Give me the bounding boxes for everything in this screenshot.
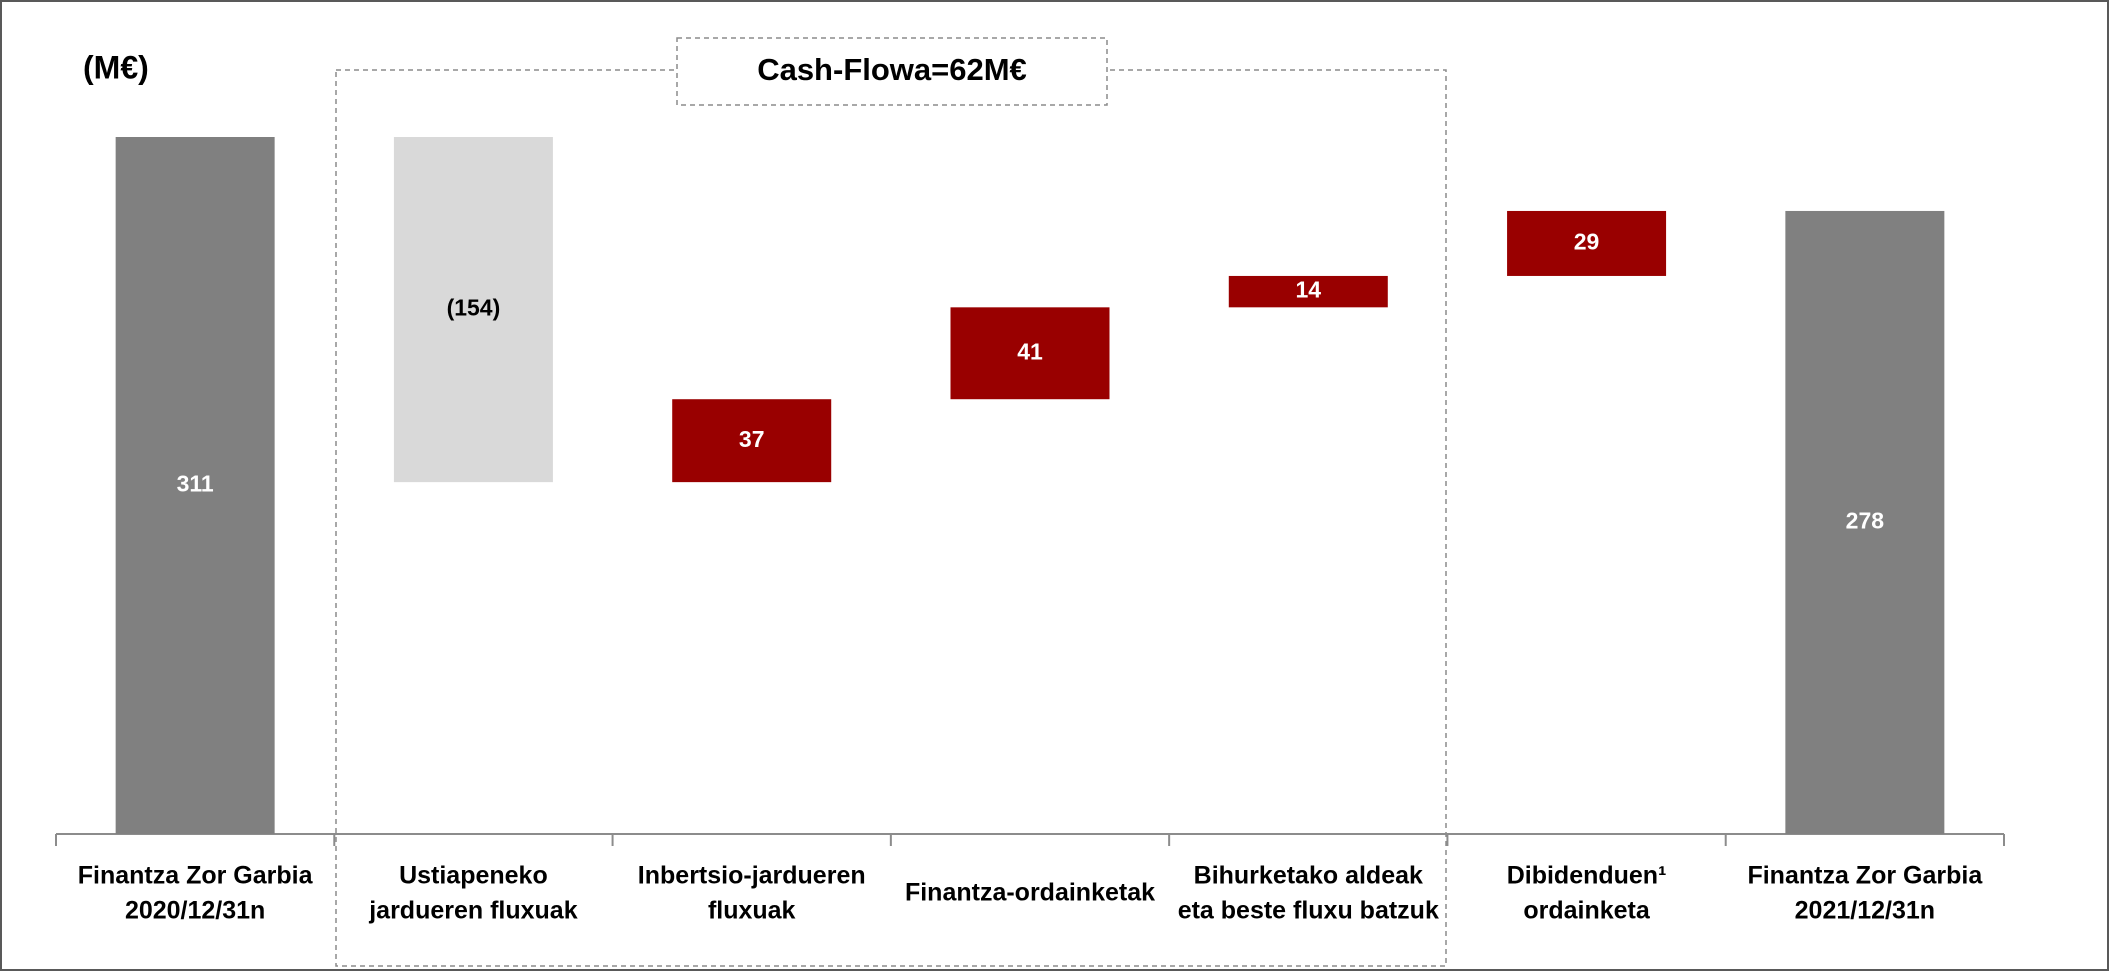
- value-label: 278: [1846, 508, 1885, 534]
- value-label: 37: [739, 426, 765, 452]
- x-tick-label: Finantza Zor Garbia 2021/12/31n: [1747, 861, 1983, 924]
- annotation-box: [676, 37, 1108, 106]
- value-label: 14: [1295, 277, 1321, 303]
- x-tick-label: Bihurketako aldeak eta beste fluxu batzuk: [1178, 861, 1439, 924]
- value-label: 311: [177, 471, 214, 497]
- x-tick-label: Finantza Zor Garbia 2020/12/31n: [78, 861, 314, 924]
- cash-flow-group: [335, 69, 1447, 967]
- x-tick-label: Dibidenduen¹ ordainketa: [1507, 861, 1667, 924]
- value-label: (154): [447, 295, 501, 321]
- x-tick-label: Ustiapeneko jardueren fluxuak: [368, 861, 577, 924]
- bar: [1785, 210, 1945, 835]
- bar: [1507, 210, 1667, 276]
- bar: [950, 307, 1110, 400]
- annotation: Cash-Flowa=62M€: [757, 52, 1027, 87]
- bar: [1228, 275, 1388, 308]
- value-label: 29: [1574, 229, 1600, 255]
- bar: [672, 399, 832, 483]
- x-tick-label: Inbertsio-jardueren fluxuak: [638, 861, 866, 924]
- value-label: 41: [1017, 338, 1043, 364]
- bar: [393, 137, 553, 483]
- unit-label: (M€): [83, 49, 149, 85]
- bar: [115, 137, 275, 834]
- x-tick-label: Finantza-ordainketak: [905, 879, 1155, 907]
